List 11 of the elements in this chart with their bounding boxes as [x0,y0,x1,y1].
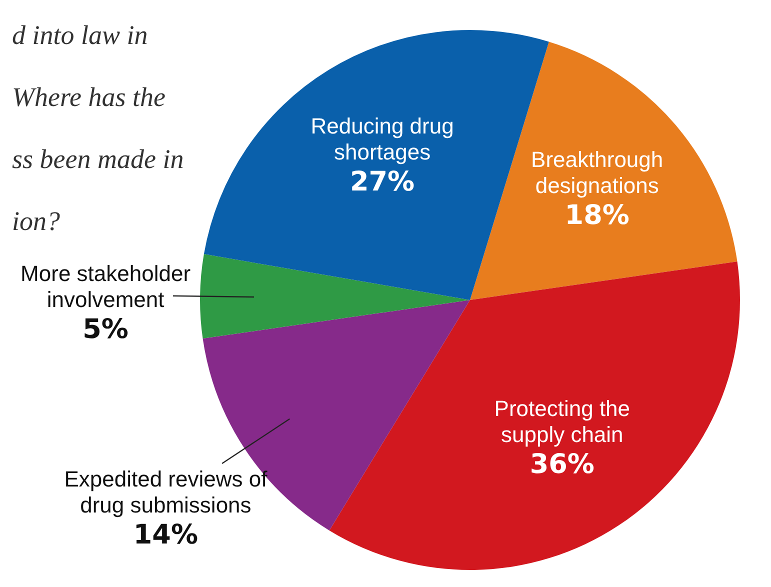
slice-label: Protecting the supply chain [494,396,630,447]
slice-label: More stakeholder involvement [20,260,191,312]
slice-label: Breakthrough designations [531,147,664,198]
slice-label: Reducing drug shortages [310,113,454,164]
data-label: 14% [133,520,198,551]
text: d into law in Where has the ss been made in ion? [12,19,184,238]
data-label: 27% [350,166,415,198]
data-label: 18% [564,200,630,232]
slice-label: Expedited reviews of drug submissions [64,466,268,518]
data-label: 5% [82,314,128,345]
data-label: 36% [530,448,594,480]
